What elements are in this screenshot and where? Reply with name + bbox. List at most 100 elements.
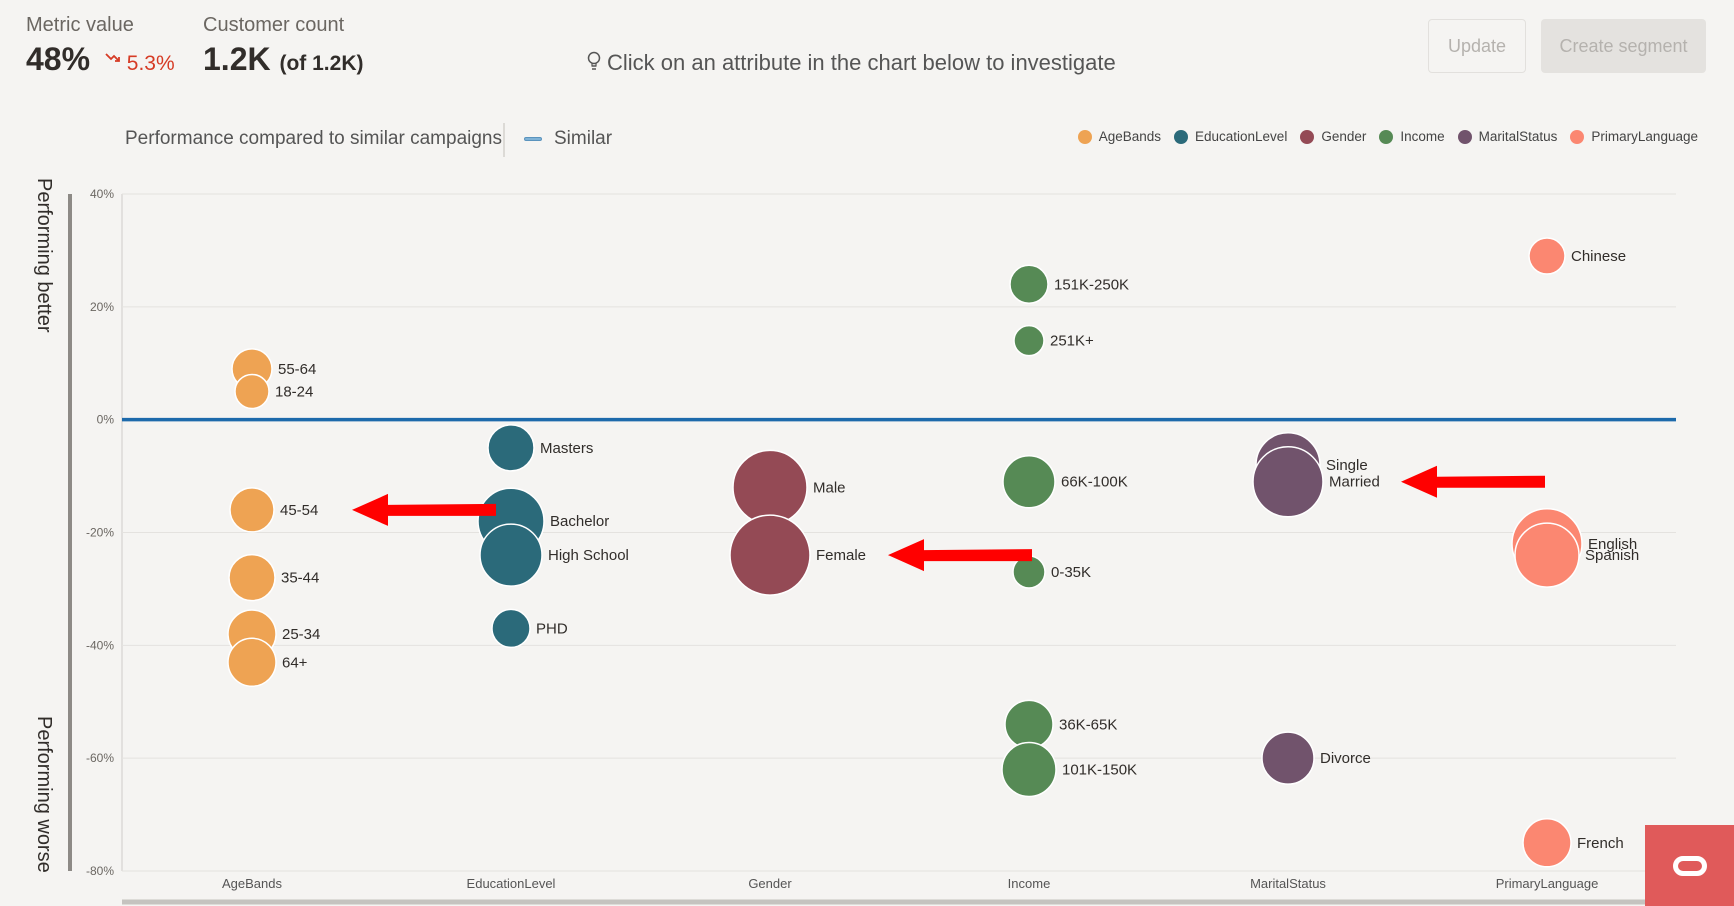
bubble-circle[interactable] xyxy=(1013,324,1045,357)
bubble-male[interactable]: Male xyxy=(732,449,846,526)
bubble-label[interactable]: Divorce xyxy=(1320,750,1371,767)
legend-item-gender[interactable]: Gender xyxy=(1300,129,1366,144)
bubble-circle[interactable] xyxy=(228,553,276,602)
bubble-36k-65k[interactable]: 36K-65K xyxy=(1004,699,1117,750)
bubble-circle[interactable] xyxy=(479,523,543,587)
bubble-high-school[interactable]: High School xyxy=(479,523,629,587)
bubble-45-54[interactable]: 45-54 xyxy=(229,487,318,533)
legend-label: Income xyxy=(1400,129,1445,144)
bubble-circle[interactable] xyxy=(491,608,531,649)
metric-value-block: Metric value 48% 5.3% xyxy=(26,14,175,78)
bubble-phd[interactable]: PHD xyxy=(491,608,568,649)
bubble-female[interactable]: Female xyxy=(729,514,866,596)
customer-count-label: Customer count xyxy=(203,14,345,36)
oracle-assistant-button[interactable] xyxy=(1645,825,1734,906)
legend-dot xyxy=(1457,129,1472,144)
bubble-151k-250k[interactable]: 151K-250K xyxy=(1009,264,1129,305)
bubble-circle[interactable] xyxy=(1002,454,1056,509)
create-segment-button[interactable]: Create segment xyxy=(1541,19,1706,73)
bubble-label[interactable]: 0-35K xyxy=(1051,564,1091,581)
bubble-circle[interactable] xyxy=(487,424,535,472)
bubble-label[interactable]: Chinese xyxy=(1571,248,1626,265)
bubble-circle[interactable] xyxy=(229,487,275,533)
update-button[interactable]: Update xyxy=(1428,19,1526,73)
bubble-circle[interactable] xyxy=(234,373,270,410)
bubble-251k-[interactable]: 251K+ xyxy=(1013,324,1094,357)
y-tick-label: -20% xyxy=(86,526,114,540)
similar-legend[interactable]: Similar xyxy=(524,128,612,150)
bubble-circle[interactable] xyxy=(1009,264,1049,305)
metric-delta: 5.3% xyxy=(105,52,175,75)
legend-item-agebands[interactable]: AgeBands xyxy=(1077,129,1161,144)
bubble-circle[interactable] xyxy=(1004,699,1054,750)
category-legend: AgeBands EducationLevel Gender Income Marita… xyxy=(1065,129,1698,144)
bubble-circle[interactable] xyxy=(1514,522,1580,588)
lightbulb-icon xyxy=(587,51,601,70)
bubble-label[interactable]: 55-64 xyxy=(278,361,316,378)
bubble-label[interactable]: 35-44 xyxy=(281,570,319,587)
bubble-spanish[interactable]: Spanish xyxy=(1514,522,1639,588)
performing-better-label: Performing better xyxy=(33,178,55,333)
legend-item-educationlevel[interactable]: EducationLevel xyxy=(1174,129,1287,144)
bubble-label[interactable]: High School xyxy=(548,547,629,564)
x-tick-label: AgeBands xyxy=(222,876,282,891)
bubble-married[interactable]: Married xyxy=(1252,445,1380,518)
bubble-label[interactable]: 66K-100K xyxy=(1061,474,1128,491)
bubble-divorce[interactable]: Divorce xyxy=(1261,731,1371,785)
bubble-label[interactable]: 36K-65K xyxy=(1059,716,1117,733)
bubble-label[interactable]: 101K-150K xyxy=(1062,761,1137,778)
y-tick-label: -60% xyxy=(86,751,114,765)
bubble-chinese[interactable]: Chinese xyxy=(1528,237,1626,275)
x-tick-label: MaritalStatus xyxy=(1250,876,1326,891)
customer-count-total: (of 1.2K) xyxy=(279,52,364,75)
metric-delta-value: 5.3% xyxy=(126,52,175,75)
legend-label: EducationLevel xyxy=(1195,129,1288,144)
bubble-label[interactable]: Female xyxy=(816,547,866,564)
legend-dot xyxy=(1174,129,1188,144)
bubble-101k-150k[interactable]: 101K-150K xyxy=(1001,741,1137,798)
bubble-66k-100k[interactable]: 66K-100K xyxy=(1002,454,1128,509)
bubble-circle[interactable] xyxy=(1001,741,1057,798)
bubble-label[interactable]: 18-24 xyxy=(275,383,313,400)
bubble-label[interactable]: Married xyxy=(1329,474,1380,491)
bubble-label[interactable]: Masters xyxy=(540,440,593,457)
bubble-0-35k[interactable]: 0-35K xyxy=(1012,555,1091,589)
toolbar-divider xyxy=(503,123,505,157)
oracle-logo-icon xyxy=(1672,855,1707,876)
bubble-circle[interactable] xyxy=(729,514,811,596)
bubble-label[interactable]: 64+ xyxy=(282,654,308,671)
bubble-label[interactable]: French xyxy=(1577,835,1624,852)
bubble-circle[interactable] xyxy=(227,637,277,688)
bubble-35-44[interactable]: 35-44 xyxy=(228,553,319,602)
bubble-masters[interactable]: Masters xyxy=(487,424,593,472)
annotation-arrow-marital xyxy=(1401,465,1545,498)
bubble-circle[interactable] xyxy=(1528,237,1566,275)
bubble-label[interactable]: PHD xyxy=(536,620,568,637)
bubble-circle[interactable] xyxy=(1261,731,1315,785)
legend-item-income[interactable]: Income xyxy=(1379,129,1445,144)
legend-dot xyxy=(1379,129,1394,144)
x-tick-label: PrimaryLanguage xyxy=(1496,876,1599,891)
bubble-label[interactable]: English xyxy=(1588,536,1637,553)
bubble-circle[interactable] xyxy=(1522,818,1572,868)
bubble-label[interactable]: 151K-250K xyxy=(1054,276,1129,293)
metric-value: 48% xyxy=(26,41,91,77)
bubble-label[interactable]: 251K+ xyxy=(1050,333,1094,350)
bubble-circle[interactable] xyxy=(732,449,808,526)
bubble-label[interactable]: 45-54 xyxy=(280,502,318,519)
x-tick-label: EducationLevel xyxy=(467,876,556,891)
annotation-arrow-agebands xyxy=(352,493,496,526)
customer-count-row: 1.2K (of 1.2K) xyxy=(203,41,363,78)
bubble-64-[interactable]: 64+ xyxy=(227,637,308,688)
bubble-french[interactable]: French xyxy=(1522,818,1624,868)
bubble-label[interactable]: Single xyxy=(1326,457,1368,474)
bubble-label[interactable]: Male xyxy=(813,479,846,496)
legend-item-maritalstatus[interactable]: MaritalStatus xyxy=(1457,129,1557,144)
bubble-circle[interactable] xyxy=(1252,445,1324,518)
bubble-label[interactable]: 25-34 xyxy=(282,626,320,643)
bubble-label[interactable]: Spanish xyxy=(1585,547,1639,564)
legend-item-primarylanguage[interactable]: PrimaryLanguage xyxy=(1570,129,1698,144)
bubble-18-24[interactable]: 18-24 xyxy=(234,373,313,410)
bubble-label[interactable]: Bachelor xyxy=(550,513,609,530)
